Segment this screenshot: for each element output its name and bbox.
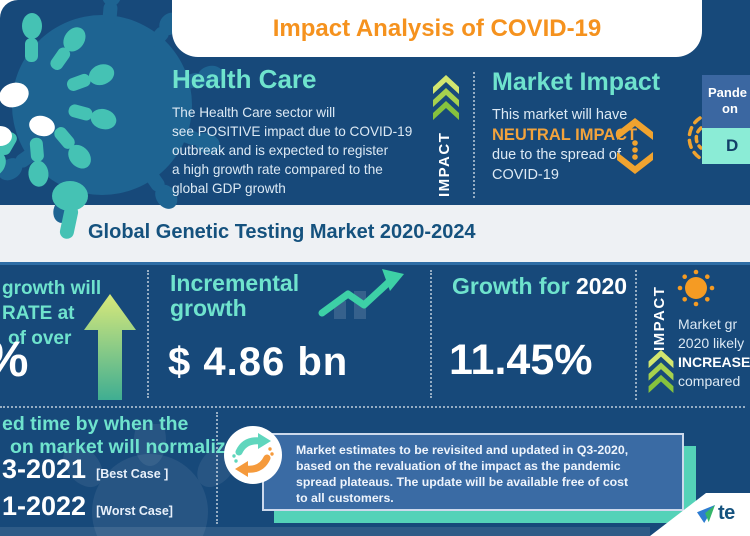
refresh-icon: [232, 433, 274, 477]
dashed-arc-icon: [687, 116, 702, 160]
health-care-line: see POSITIVE impact due to COVID-19: [172, 124, 413, 139]
cagr-line: of over: [8, 328, 72, 349]
note-line: based on the revaluation of the impact a…: [296, 459, 621, 473]
impact-label: IMPACT: [651, 285, 668, 351]
impact-2020-line: Market gr: [678, 316, 738, 332]
virus-watermark-icon: [63, 424, 237, 536]
dotted-divider-horizontal: [0, 406, 745, 408]
best-case-label: [Best Case ]: [96, 467, 169, 481]
download-button[interactable]: D: [702, 128, 750, 164]
market-impact-line: This market will have: [492, 107, 628, 123]
dotted-divider-vertical: [430, 270, 432, 398]
logo-arrow-icon: [697, 504, 715, 523]
note-line: to all customers.: [296, 491, 394, 505]
market-impact-line: due to the spread of: [492, 147, 621, 163]
growth-up-arrow-icon: [84, 294, 136, 400]
coronavirus-illustration-icon: [0, 0, 222, 239]
virus-icon: [677, 269, 715, 307]
market-title: Global Genetic Testing Market 2020-2024: [88, 221, 476, 243]
health-care-line: a high growth rate compared to the: [172, 162, 383, 177]
refresh-badge: [224, 426, 282, 484]
health-care-impact-badge: IMPACT: [433, 74, 459, 197]
technavio-logo[interactable]: te: [697, 502, 735, 525]
health-care-line: The Health Care sector will: [172, 105, 336, 120]
pandemic-impact-box[interactable]: Pande on D: [702, 75, 750, 164]
cagr-percent-symbol: %: [0, 330, 28, 388]
market-impact-section: Market Impact This market will have NEUT…: [492, 68, 677, 185]
pandemic-box-line: Pande: [708, 85, 748, 100]
cagr-panel: growth will RATE at of over: [2, 276, 101, 351]
growth-2020-title: Growth for 2020: [452, 273, 627, 300]
worst-case-row: 1-2022 [Worst Case]: [2, 491, 173, 522]
pandemic-box-line: on: [722, 101, 738, 116]
header-tab: Impact Analysis of COVID-19: [172, 0, 702, 57]
market-impact-title: Market Impact: [492, 68, 661, 96]
dotted-divider-vertical: [216, 412, 218, 524]
market-impact-highlight: NEUTRAL IMPACT: [492, 126, 638, 144]
growth-2020-title-accent: Growth for: [452, 273, 570, 299]
normalize-line: on market will normalize: [10, 436, 237, 458]
impact-2020-text: Market gr 2020 likely INCREASED compared: [678, 315, 750, 391]
incremental-growth-title: Incremental growth: [170, 271, 299, 321]
best-case-row: 3-2021 [Best Case ]: [2, 454, 168, 485]
health-care-line: global GDP growth: [172, 181, 286, 196]
best-case-value: 3-2021: [2, 454, 87, 484]
dotted-divider-vertical: [473, 72, 475, 198]
market-title-band: Global Genetic Testing Market 2020-2024: [0, 205, 750, 265]
cagr-line: growth will: [2, 278, 102, 299]
impact-2020-line: INCREASED: [678, 354, 750, 370]
incremental-title-line: growth: [170, 295, 247, 321]
growth-2020-title-year: 2020: [575, 273, 628, 299]
logo-text: te: [718, 502, 735, 524]
worst-case-value: 1-2022: [2, 491, 87, 521]
update-note-box: Market estimates to be revisited and upd…: [262, 433, 684, 511]
normalize-line: ed time by when the: [2, 413, 189, 435]
growth-2020-value: 11.45%: [449, 336, 593, 384]
trend-up-icon: [318, 269, 404, 319]
chevrons-up-icon: [433, 75, 459, 120]
market-impact-line: COVID-19: [492, 167, 559, 183]
note-line: Market estimates to be revisited and upd…: [296, 443, 629, 457]
impact-label: IMPACT: [436, 131, 453, 197]
dotted-divider-vertical: [635, 270, 637, 400]
health-care-line: outbreak and is expected to register: [172, 143, 389, 158]
cagr-line: RATE at: [2, 303, 75, 324]
worst-case-label: [Worst Case]: [96, 504, 173, 518]
incremental-title-line: Incremental: [170, 270, 300, 296]
impact-2020-line: 2020 likely: [678, 335, 745, 351]
health-care-title: Health Care: [172, 64, 317, 94]
impact-2020-line: compared: [678, 373, 741, 389]
health-care-section: Health Care The Health Care sector will …: [172, 64, 442, 198]
pandemic-box-header: Pande on: [702, 75, 750, 128]
note-line: spread plateaus. The update will be avai…: [296, 475, 629, 489]
bottom-accent-strip: [0, 527, 650, 536]
volatility-arrows-icon: [617, 118, 653, 174]
chevrons-up-icon: [648, 349, 674, 393]
incremental-growth-value: $ 4.86 bn: [168, 340, 349, 384]
page-title: Impact Analysis of COVID-19: [272, 14, 602, 42]
normalize-heading: ed time by when the on market will norma…: [2, 413, 236, 459]
dotted-divider-vertical: [147, 270, 149, 398]
